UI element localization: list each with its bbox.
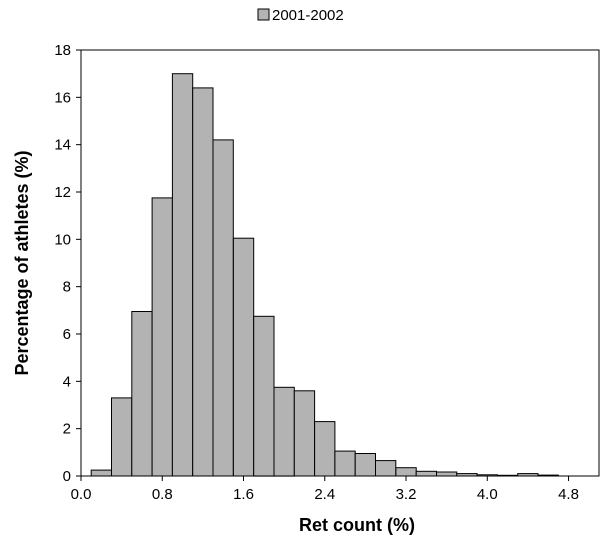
x-tick-label: 2.4	[314, 486, 335, 503]
bar-1	[111, 397, 133, 477]
x-tick-label: 4.0	[477, 486, 498, 503]
x-tick-label: 4.8	[558, 486, 579, 503]
y-tick-label: 12	[54, 184, 71, 201]
y-tick-label: 4	[63, 373, 71, 390]
bar-17	[436, 471, 458, 477]
legend: 2001-2002	[257, 7, 344, 24]
bar-16	[415, 470, 438, 477]
x-axis: 0.0 0.8 1.6 2.4 3.2 4.0 4.8	[71, 476, 579, 503]
bar-12	[334, 450, 356, 477]
x-axis-title: Ret count (%)	[299, 515, 415, 535]
bar-3	[151, 197, 173, 477]
y-tick-label: 14	[54, 137, 71, 154]
bar-4	[171, 73, 194, 477]
bar-9	[273, 386, 295, 477]
bar-14	[375, 460, 397, 477]
legend-swatch	[257, 8, 270, 21]
y-tick-label: 18	[54, 42, 71, 59]
x-tick-label: 3.2	[396, 486, 417, 503]
y-tick-label: 8	[63, 279, 71, 296]
x-tick-label: 0.8	[152, 486, 173, 503]
y-tick-label: 6	[63, 326, 71, 343]
bar-11	[314, 421, 336, 477]
bar-15	[395, 467, 417, 477]
plot-frame	[80, 49, 600, 477]
y-axis: 0 2 4 6 8 10 12 14 16 18	[54, 42, 81, 485]
bar-6	[212, 139, 234, 477]
x-tick-label: 1.6	[233, 486, 254, 503]
bars-group	[90, 73, 559, 477]
y-tick-label: 2	[63, 421, 71, 438]
bar-7	[232, 237, 255, 477]
bar-2	[131, 311, 153, 477]
bar-13	[354, 453, 377, 477]
bar-0	[90, 469, 112, 477]
y-axis-title: Percentage of athletes (%)	[12, 150, 32, 375]
bar-5	[192, 87, 214, 477]
bar-8	[253, 315, 275, 477]
x-tick-label: 0.0	[71, 486, 92, 503]
bar-10	[293, 390, 316, 477]
y-tick-label: 0	[63, 468, 71, 485]
legend-label: 2001-2002	[272, 7, 344, 24]
y-tick-label: 10	[54, 231, 71, 248]
y-tick-label: 16	[54, 89, 71, 106]
